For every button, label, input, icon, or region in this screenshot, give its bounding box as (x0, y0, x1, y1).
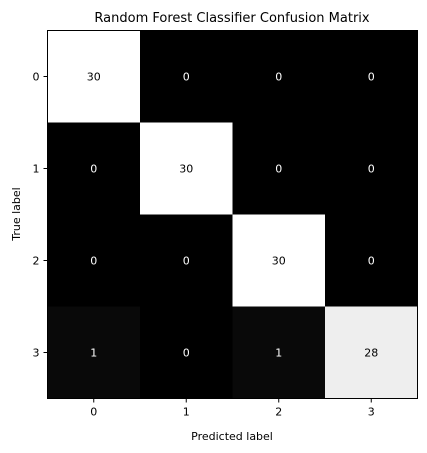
heatmap-cell-0-1 (140, 30, 233, 123)
y-tick-label: 3 (33, 347, 40, 360)
heatmap-cell-1-1 (140, 122, 233, 215)
y-tick-label: 2 (33, 255, 40, 268)
x-tick-label: 3 (368, 406, 375, 419)
heatmap-cells (47, 30, 418, 399)
heatmap-cell-3-0 (47, 306, 141, 399)
heatmap-cell-0-0 (47, 30, 141, 123)
heatmap-cell-3-3 (325, 306, 418, 399)
cell-value-label: 30 (179, 163, 193, 176)
cell-value-label: 30 (272, 255, 286, 268)
heatmap-cell-2-3 (325, 214, 418, 307)
heatmap-cell-1-2 (232, 122, 326, 215)
heatmap-cell-2-1 (140, 214, 233, 307)
plot-frame (47, 30, 418, 399)
x-axis-ticks: 0 1 2 3 (90, 398, 375, 419)
cell-value-label: 0 (368, 71, 375, 84)
heatmap-cell-labels: 30 0 0 0 0 30 0 0 0 0 30 0 1 0 1 28 (87, 71, 379, 360)
y-tick-label: 1 (33, 163, 40, 176)
x-tick-label: 1 (183, 406, 190, 419)
cell-value-label: 28 (364, 347, 378, 360)
heatmap-cell-1-0 (47, 122, 141, 215)
cell-value-label: 0 (183, 255, 190, 268)
x-tick-label: 0 (90, 406, 97, 419)
heatmap-cell-2-2 (232, 214, 326, 307)
cell-value-label: 0 (183, 71, 190, 84)
heatmap-cell-2-0 (47, 214, 141, 307)
cell-value-label: 1 (90, 347, 97, 360)
heatmap-cell-3-1 (140, 306, 233, 399)
x-axis-label: Predicted label (191, 430, 273, 443)
heatmap-cell-3-2 (232, 306, 326, 399)
y-tick-label: 0 (33, 71, 40, 84)
cell-value-label: 0 (90, 163, 97, 176)
cell-value-label: 0 (275, 71, 282, 84)
y-axis-ticks: 0 1 2 3 (33, 71, 48, 360)
cell-value-label: 0 (90, 255, 97, 268)
x-tick-label: 2 (275, 406, 282, 419)
chart-title: Random Forest Classifier Confusion Matri… (94, 11, 369, 26)
cell-value-label: 0 (183, 347, 190, 360)
heatmap-cell-0-3 (325, 30, 418, 123)
heatmap-cell-1-3 (325, 122, 418, 215)
y-axis-label: True label (10, 187, 23, 241)
heatmap-cell-0-2 (232, 30, 326, 123)
cell-value-label: 0 (368, 255, 375, 268)
cell-value-label: 30 (87, 71, 101, 84)
cell-value-label: 0 (368, 163, 375, 176)
cell-value-label: 0 (275, 163, 282, 176)
cell-value-label: 1 (275, 347, 282, 360)
